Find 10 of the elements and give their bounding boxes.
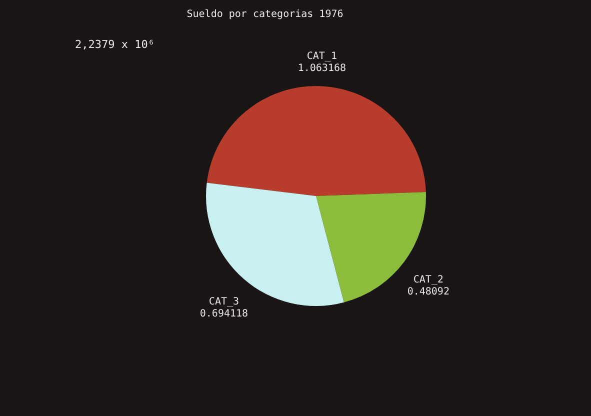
pie-slice xyxy=(206,86,426,196)
pie-slice xyxy=(206,182,344,306)
slice-label: CAT_3 xyxy=(208,296,240,308)
data-label: 0.694118 xyxy=(200,308,248,320)
data-label: 0.48092 xyxy=(407,286,450,298)
data-label: 1.063168 xyxy=(298,63,346,74)
slice-label: CAT_2 xyxy=(413,274,444,286)
slice-label: CAT_1 xyxy=(306,51,337,62)
chart-title: Sueldo por categorias 1976 xyxy=(186,9,344,20)
text: 2,2379 x 10⁶ xyxy=(75,38,154,51)
